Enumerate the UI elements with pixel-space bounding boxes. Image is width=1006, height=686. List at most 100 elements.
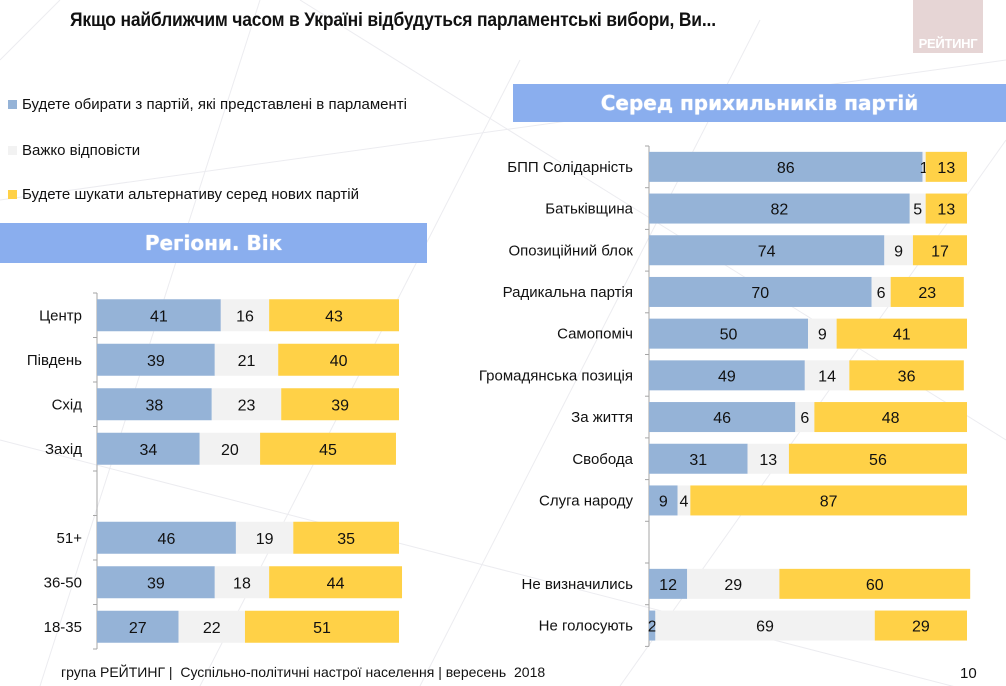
bar-segment-new-parties — [925, 193, 967, 224]
bar-segment-hard-to-say — [884, 235, 913, 266]
data-label: 87 — [820, 493, 838, 510]
data-label: 2 — [648, 619, 657, 636]
data-label: 36 — [898, 368, 916, 385]
bar-segment-parliament — [97, 343, 215, 376]
data-label: 44 — [327, 575, 345, 592]
bar-segment-parliament — [649, 402, 796, 433]
category-label: Схід — [52, 396, 83, 413]
data-label: 13 — [759, 452, 777, 469]
data-label: 19 — [256, 531, 274, 548]
legend-item-hard-to-say: Важко відповісти — [8, 142, 140, 159]
bar-segment-hard-to-say — [808, 318, 837, 349]
data-label: 49 — [718, 368, 736, 385]
bar-segment-hard-to-say — [655, 610, 875, 641]
data-label: 45 — [319, 442, 337, 459]
data-label: 74 — [758, 243, 776, 260]
data-label: 39 — [331, 397, 349, 414]
bar-segment-new-parties — [244, 610, 399, 643]
data-label: 70 — [751, 285, 769, 302]
bar-segment-parliament — [97, 521, 236, 554]
bar-segment-hard-to-say — [199, 432, 261, 465]
data-label: 23 — [918, 285, 936, 302]
category-label: За життя — [571, 409, 633, 426]
data-label: 51 — [313, 620, 331, 637]
data-label: 46 — [158, 531, 176, 548]
bar-segment-parliament — [649, 360, 805, 391]
data-label: 56 — [869, 452, 887, 469]
data-label: 48 — [882, 410, 900, 427]
bar-segment-parliament — [649, 443, 748, 474]
category-label: Південь — [27, 352, 82, 369]
data-label: 18 — [233, 575, 251, 592]
data-label: 41 — [150, 308, 168, 325]
data-label: 20 — [221, 442, 239, 459]
data-label: 29 — [724, 577, 742, 594]
bar-segment-new-parties — [849, 360, 964, 391]
rating-logo: РЕЙТИНГ — [913, 0, 983, 53]
category-label: Опозиційний блок — [509, 242, 634, 259]
legend-swatch-hard-to-say — [8, 146, 17, 155]
data-label: 12 — [659, 577, 677, 594]
data-label: 43 — [325, 308, 343, 325]
bar-segment-new-parties — [269, 566, 403, 599]
bar-segment-new-parties — [690, 485, 967, 516]
category-label: 18-35 — [44, 619, 82, 636]
category-label: Не визначились — [521, 576, 633, 593]
data-label: 35 — [337, 531, 355, 548]
bar-segment-parliament — [97, 610, 179, 643]
data-label: 39 — [147, 575, 165, 592]
bar-segment-new-parties — [278, 343, 399, 376]
bar-segment-parliament — [97, 432, 200, 465]
data-label: 9 — [818, 327, 827, 344]
bar-segment-hard-to-say — [211, 388, 282, 421]
bar-segment-hard-to-say — [235, 521, 294, 554]
bar-segment-new-parties — [925, 151, 967, 182]
category-label: 51+ — [57, 530, 83, 547]
category-label: 36-50 — [44, 574, 82, 591]
bar-segment-new-parties — [890, 276, 964, 307]
category-label: Самопоміч — [557, 326, 633, 343]
category-label: Захід — [45, 441, 82, 458]
category-label: Свобода — [572, 451, 633, 468]
legend-label: Важко відповісти — [22, 142, 141, 159]
bar-segment-parliament — [649, 318, 808, 349]
bar-segment-hard-to-say — [795, 402, 815, 433]
bar-segment-new-parties — [281, 388, 399, 421]
section-banner-party-supporters: Серед прихильників партій — [513, 84, 1006, 122]
data-label: 9 — [894, 243, 903, 260]
bar-segment-hard-to-say — [214, 343, 279, 376]
legend-swatch-new-parties — [8, 190, 17, 199]
bar-segment-new-parties — [874, 610, 967, 641]
category-label: Радикальна партія — [503, 284, 633, 301]
bar-segment-parliament — [97, 388, 212, 421]
legend-item-parliament: Будете обирати з партій, які представлен… — [8, 96, 407, 113]
data-label: 41 — [893, 327, 911, 344]
data-label: 14 — [818, 368, 836, 385]
page-title: Якщо найближчим часом в Україні відбудут… — [70, 10, 716, 31]
data-label: 17 — [931, 243, 949, 260]
data-label: 69 — [756, 619, 774, 636]
bar-segment-new-parties — [814, 402, 967, 433]
bar-segment-hard-to-say — [909, 193, 926, 224]
bar-segment-new-parties — [836, 318, 967, 349]
data-label: 82 — [770, 202, 788, 219]
section-banner-regions-age: Регіони. Вік — [0, 223, 427, 263]
bar-segment-parliament — [649, 568, 688, 599]
bar-segment-new-parties — [260, 432, 396, 465]
legend-item-new-parties: Будете шукати альтернативу серед нових п… — [8, 186, 359, 203]
bar-segment-hard-to-say — [922, 151, 926, 182]
data-label: 39 — [147, 353, 165, 370]
data-label: 6 — [800, 410, 809, 427]
footer-source: група РЕЙТИНГ | Суспільно-політичні наст… — [61, 664, 546, 680]
bar-segment-hard-to-say — [687, 568, 780, 599]
bar-segment-hard-to-say — [747, 443, 789, 474]
bar-segment-hard-to-say — [871, 276, 891, 307]
bar-segment-parliament — [649, 485, 678, 516]
bar-segment-parliament — [649, 193, 910, 224]
category-label: Центр — [39, 307, 82, 324]
bar-segment-new-parties — [912, 235, 967, 266]
bar-segment-parliament — [97, 299, 221, 332]
data-label: 13 — [937, 160, 955, 177]
